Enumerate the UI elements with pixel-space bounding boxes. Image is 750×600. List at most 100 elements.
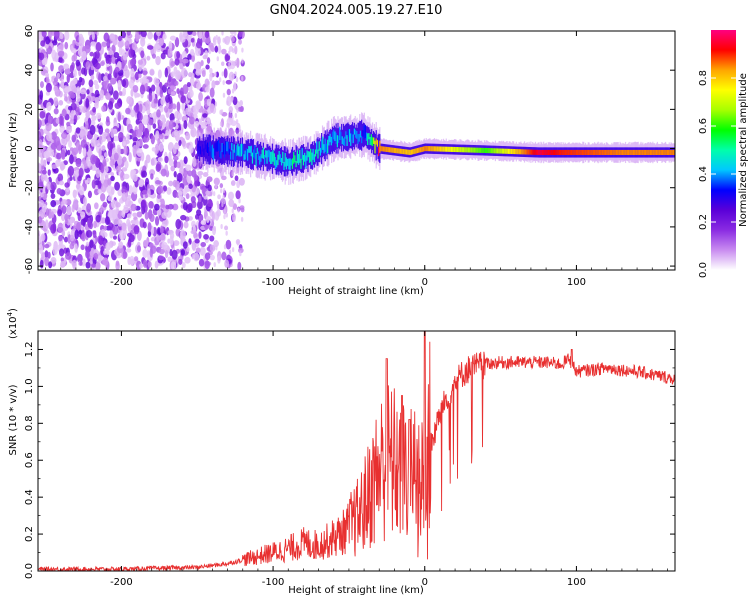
noise-cell [221, 31, 224, 36]
y-tick-label: 1.0 [24, 378, 35, 394]
signal-core [535, 149, 537, 155]
noise-cell [240, 207, 245, 213]
signal-core [424, 146, 426, 152]
signal-band [570, 147, 572, 158]
signal-core [409, 149, 411, 156]
signal-band [260, 145, 263, 168]
noise-cell [191, 31, 197, 37]
noise-cell [241, 58, 244, 64]
signal-core [670, 149, 672, 156]
signal-core [208, 147, 210, 156]
signal-core [230, 151, 232, 160]
noise-cell [158, 142, 164, 152]
noise-cell [209, 87, 215, 98]
noise-cell [174, 70, 181, 80]
signal-core [204, 140, 206, 150]
noise-cell [136, 241, 141, 247]
noise-cell [138, 112, 143, 121]
signal-core [638, 149, 641, 156]
noise-cell [204, 260, 210, 270]
signal-core [314, 149, 317, 157]
noise-cell [205, 190, 211, 196]
noise-cell [136, 211, 143, 218]
noise-cell [128, 48, 134, 59]
signal-band [504, 146, 507, 157]
signal-band [224, 138, 226, 164]
noise-cell [209, 235, 215, 242]
signal-band [370, 131, 372, 149]
signal-band [293, 149, 295, 172]
noise-cell [147, 222, 152, 232]
x-tick-label: 100 [567, 577, 586, 588]
signal-band [300, 145, 303, 173]
signal-core [257, 151, 260, 161]
noise-cell [64, 67, 71, 76]
signal-core [287, 158, 289, 166]
noise-cell [83, 217, 89, 223]
noise-cell [130, 203, 137, 212]
noise-cell [117, 40, 124, 48]
signal-core [438, 146, 440, 152]
noise-cell [206, 98, 212, 107]
noise-cell [86, 89, 90, 95]
noise-cell [58, 56, 63, 63]
y-tick-label: 1.2 [24, 342, 35, 358]
noise-cell [238, 177, 245, 186]
noise-cell [104, 216, 110, 226]
signal-band [610, 147, 612, 158]
signal-core [202, 144, 204, 152]
signal-core [607, 149, 609, 156]
signal-band [359, 120, 361, 150]
signal-band [464, 144, 466, 155]
noise-cell [40, 40, 46, 47]
noise-cell [158, 40, 164, 47]
signal-core [317, 149, 319, 159]
noise-cell [43, 150, 50, 159]
signal-core [596, 149, 598, 156]
signal-band [544, 147, 547, 158]
signal-core [630, 149, 632, 156]
noise-cell [91, 57, 97, 65]
noise-cell [55, 117, 60, 124]
signal-core [610, 149, 613, 156]
signal-core [254, 145, 256, 159]
signal-band [428, 143, 430, 154]
noise-cell [228, 199, 235, 208]
noise-cell [133, 256, 139, 262]
noise-cell [126, 96, 133, 105]
noise-cell [159, 225, 164, 234]
signal-core [615, 149, 618, 156]
y-tick-label: 0.8 [24, 415, 35, 431]
noise-cell [176, 172, 183, 183]
noise-cell [180, 249, 186, 256]
signal-core [231, 143, 233, 151]
noise-cell [112, 235, 117, 240]
noise-cell [60, 137, 67, 146]
signal-core [632, 149, 635, 156]
noise-cell [183, 221, 189, 229]
noise-cell [75, 59, 81, 67]
signal-band [555, 147, 557, 158]
signal-core [653, 149, 655, 156]
noise-cell [134, 71, 139, 81]
noise-cell [223, 209, 226, 215]
signal-core [573, 149, 575, 156]
noise-cell [168, 40, 173, 51]
noise-cell [195, 247, 201, 254]
noise-cell [226, 88, 231, 96]
signal-core [455, 146, 457, 153]
noise-cell [64, 41, 69, 50]
noise-cell [176, 161, 181, 169]
noise-cell [56, 188, 62, 195]
signal-core [563, 149, 565, 156]
signal-band [307, 142, 309, 173]
signal-band [388, 144, 390, 155]
noise-cell [67, 234, 72, 244]
noise-cell [94, 50, 100, 59]
noise-cell [46, 132, 53, 142]
noise-cell [75, 106, 80, 116]
noise-cell [204, 209, 208, 216]
signal-core [288, 158, 290, 170]
signal-core [444, 146, 446, 152]
noise-cell [179, 34, 186, 43]
